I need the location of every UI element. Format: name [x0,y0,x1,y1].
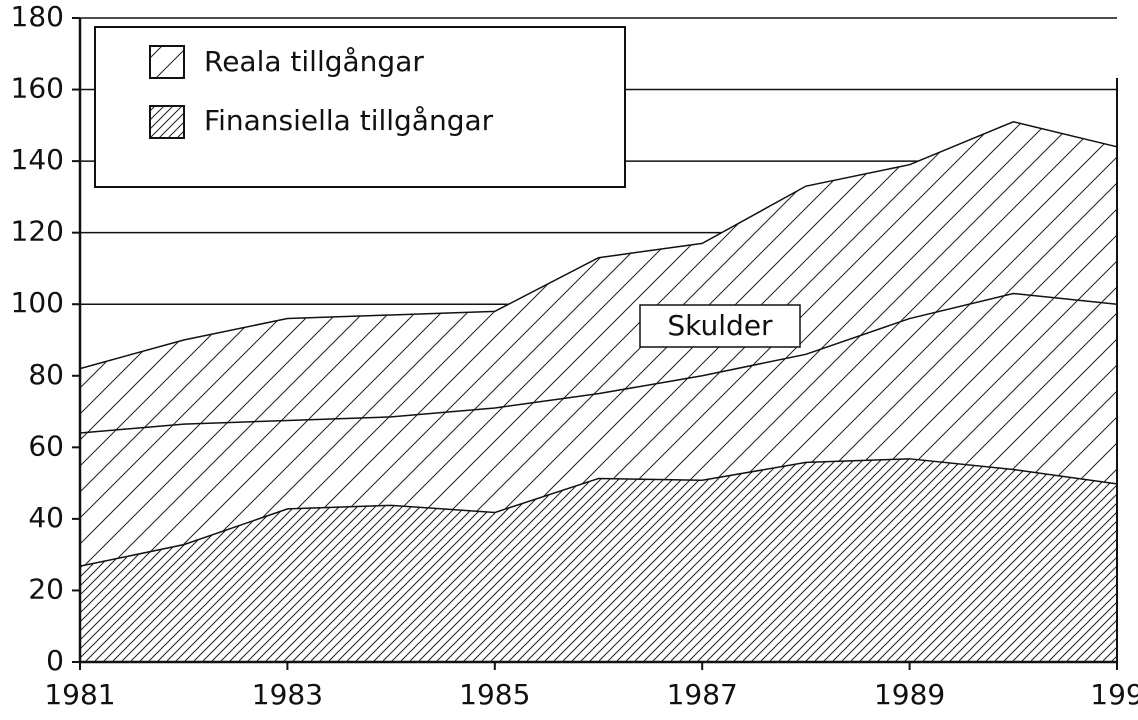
line [79,292,1118,434]
area [80,121,1117,566]
area-edge [79,120,1118,370]
y-tick-label: 180 [11,0,64,33]
annotation: Skulder [639,304,801,348]
series-label: Skulder [667,309,773,342]
x-tick-label: 199 [1090,678,1138,711]
legend-swatch [149,45,185,79]
legend-label: Finansiella tillgångar [204,104,494,137]
y-tick-label: 60 [28,429,64,462]
legend-label: Reala tillgångar [204,45,424,78]
y-tick-label: 20 [28,572,64,605]
y-tick-label: 100 [11,286,64,319]
legend: Reala tillgångar Finansiella tillgångar [94,26,626,188]
area [80,458,1117,662]
x-tick-label: 1983 [252,678,323,711]
y-tick-label: 40 [28,501,64,534]
x-tick-label: 1985 [459,678,530,711]
x-tick-label: 1981 [44,678,115,711]
y-tick-label: 160 [11,72,64,105]
y-tick-label: 80 [28,358,64,391]
y-tick-label: 0 [46,644,64,677]
y-tick-label: 120 [11,215,64,248]
x-tick-label: 1987 [667,678,738,711]
plot-area [79,120,1118,662]
legend-swatch [149,105,185,139]
x-tick-label: 1989 [874,678,945,711]
axes: 0 20 40 60 80 100 120 140 160 180 1981 1983 1985 1987… [11,0,1138,711]
annotation-box [639,304,801,348]
y-tick-label: 140 [11,143,64,176]
